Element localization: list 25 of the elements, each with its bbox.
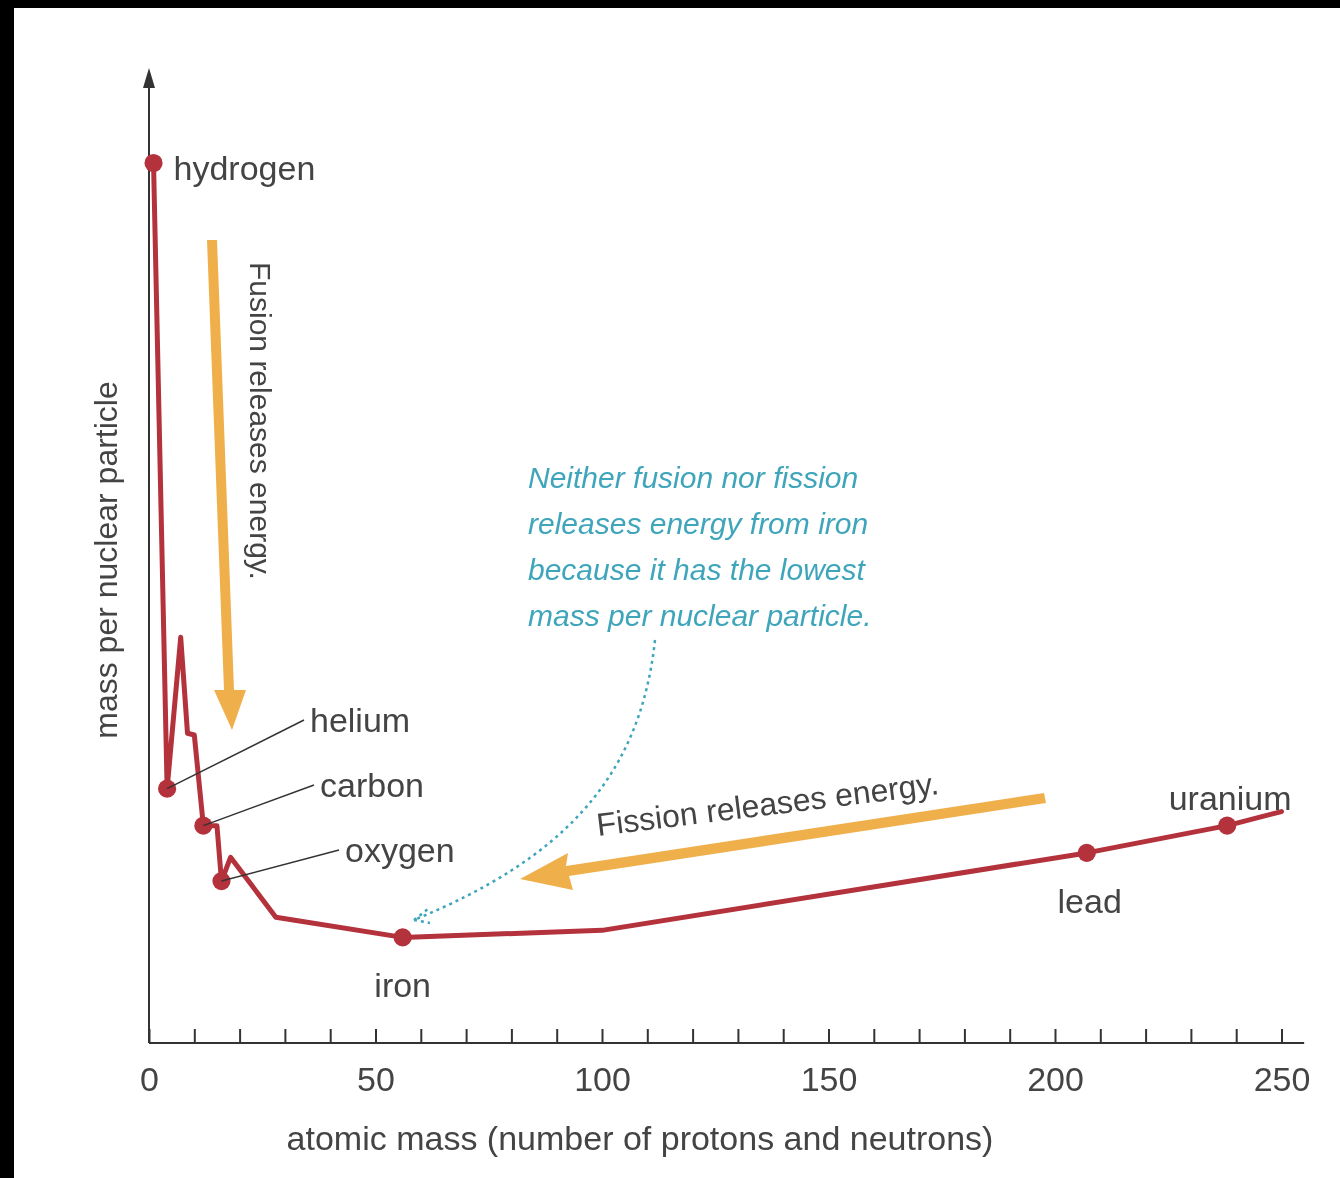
annotation: carbon [320,766,424,804]
point [144,153,163,173]
annotation: lead [1057,881,1122,920]
x-axis-title: atomic mass (number of protons and neutrons) [286,1119,994,1157]
x-tick-label: 100 [574,1060,631,1099]
annotation: Neither fusion nor fission releases energy from iron because it has the lowest mass per nuclear particle. [528,461,872,632]
x-tick-label: 200 [1027,1060,1084,1099]
annotation: Fusion releases energy. [244,262,277,580]
annotation: helium [310,701,411,739]
x-tick-label: 0 [140,1060,159,1099]
point [1218,816,1237,835]
x-tick-label: 250 [1253,1060,1311,1099]
annotation: hydrogen [173,149,316,187]
annotation: oxygen [345,831,455,869]
point [1077,843,1096,862]
point [194,816,213,835]
annotation: uranium [1168,778,1292,817]
point [158,779,177,798]
x-tick-label: 150 [800,1060,858,1099]
point [212,872,231,891]
y-axis-title: mass per nuclear particle [88,381,124,739]
annotation: Fission releases energy. [594,765,941,843]
annotation: iron [374,966,432,1005]
x-tick-label: 50 [357,1060,395,1099]
point [393,928,412,947]
